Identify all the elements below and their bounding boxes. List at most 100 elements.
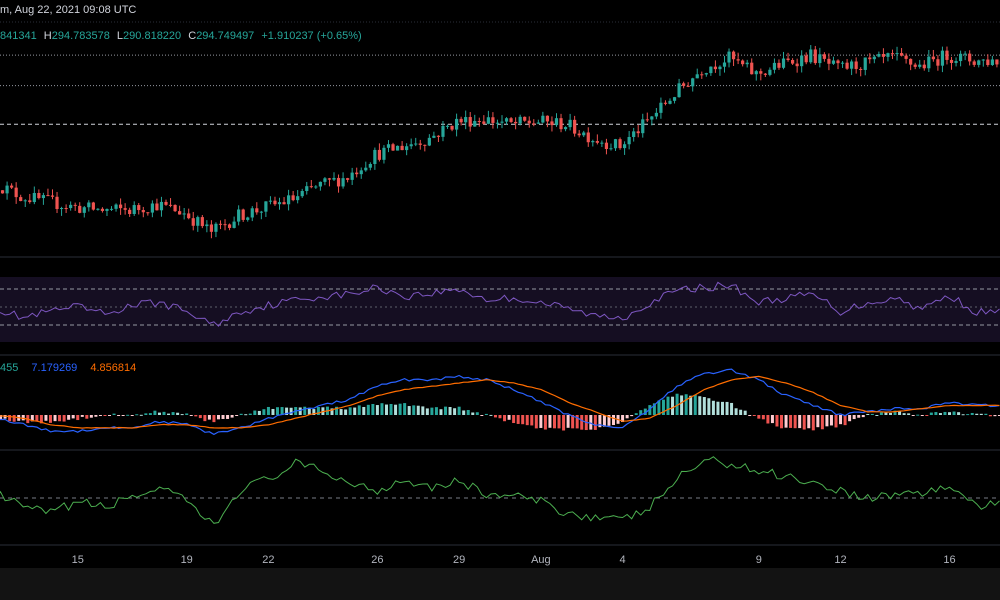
macd-hist-bar	[907, 413, 911, 415]
ohlc-readout: 841341 H294.783578 L290.818220 C294.7494…	[0, 30, 362, 42]
candle	[73, 202, 77, 211]
macd-hist-bar	[539, 415, 543, 428]
candle	[627, 131, 631, 150]
macd-hist-bar	[235, 415, 239, 416]
candle	[336, 174, 341, 193]
macd-hist-bar	[121, 415, 125, 416]
macd-hist-bar	[44, 415, 48, 421]
candle	[904, 53, 908, 64]
candle	[450, 125, 454, 132]
macd-hist-bar	[117, 415, 121, 416]
candle	[178, 205, 182, 215]
macd-hist-bar	[639, 410, 643, 415]
candle	[100, 207, 105, 213]
macd-hist-bar	[130, 415, 134, 416]
candle	[286, 189, 291, 211]
macd-hist-bar	[389, 403, 393, 415]
candle	[913, 62, 917, 70]
candle	[573, 115, 577, 137]
macd-hist-bar	[534, 415, 538, 429]
macd-hist-bar	[648, 405, 652, 415]
rsi-band-fill	[0, 277, 1000, 342]
macd-hist-bar	[970, 412, 974, 415]
candle	[682, 81, 686, 89]
candle	[895, 46, 899, 61]
candle	[981, 59, 985, 67]
x-tick-label: 12	[834, 554, 846, 566]
x-tick-label: 9	[756, 554, 762, 566]
x-tick-label: 29	[453, 554, 465, 566]
candle	[205, 220, 209, 233]
candle	[277, 197, 282, 210]
candle	[968, 50, 972, 66]
candle	[922, 60, 926, 71]
macd-hist-bar	[434, 407, 438, 415]
macd-hist-bar	[35, 415, 39, 422]
candle	[491, 112, 495, 129]
macd-hist-bar	[848, 415, 852, 422]
candle	[909, 58, 913, 71]
candle	[10, 183, 14, 189]
candle	[32, 186, 36, 205]
candle	[323, 177, 327, 186]
candle	[432, 131, 436, 139]
candle	[600, 140, 604, 147]
macd-hist-bar	[839, 415, 843, 425]
macd-hist-bar	[207, 415, 211, 420]
candle	[586, 127, 590, 147]
macd-hist-bar	[775, 415, 779, 427]
candle	[550, 116, 554, 132]
candle	[259, 210, 263, 220]
candle	[831, 56, 836, 65]
macd-hist-bar	[702, 397, 706, 415]
macd-hist-bar	[330, 408, 334, 415]
macd-hist-bar	[189, 415, 193, 416]
candle	[772, 58, 777, 74]
candle	[827, 53, 831, 71]
candle	[845, 59, 849, 70]
candle	[355, 167, 359, 178]
macd-hist-bar	[902, 413, 906, 415]
macd-hist-bar	[216, 415, 220, 420]
macd-hist-bar	[307, 407, 311, 415]
candle	[958, 50, 963, 67]
candle	[800, 50, 804, 73]
candle	[118, 198, 123, 215]
x-tick-label: 16	[943, 554, 955, 566]
signal-line	[0, 375, 1000, 429]
candle	[650, 115, 654, 126]
macd-hist-bar	[276, 407, 280, 415]
macd-hist-bar	[394, 404, 398, 415]
candle	[55, 191, 59, 214]
candle	[223, 219, 227, 231]
candle	[314, 185, 318, 189]
candle	[663, 100, 668, 106]
macd-legend: 455 7.179269 4.856814	[0, 362, 136, 374]
candle	[595, 134, 599, 145]
macd-hist-bar	[384, 404, 388, 415]
candle	[155, 198, 159, 211]
macd-hist-bar	[625, 415, 629, 419]
candle	[182, 208, 186, 220]
macd-hist-bar	[984, 413, 988, 415]
macd-hist-bar	[348, 407, 352, 415]
macd-hist-bar	[226, 415, 230, 419]
macd-hist-bar	[888, 412, 892, 415]
macd-hist-bar	[657, 400, 661, 415]
candle	[96, 208, 100, 211]
candle	[28, 193, 32, 204]
candle	[486, 110, 490, 125]
macd-hist-bar	[948, 412, 952, 415]
candle	[91, 201, 95, 211]
macd-hist-bar	[335, 406, 339, 415]
macd-hist-bar	[875, 414, 879, 416]
candle	[632, 127, 636, 142]
candle	[763, 72, 767, 78]
macd-hist-bar	[471, 412, 475, 415]
close-label: C	[188, 30, 197, 42]
macd-hist-bar	[766, 415, 770, 424]
candle	[350, 167, 354, 185]
macd-hist-bar	[630, 415, 634, 417]
macd-hist-bar	[421, 406, 425, 415]
